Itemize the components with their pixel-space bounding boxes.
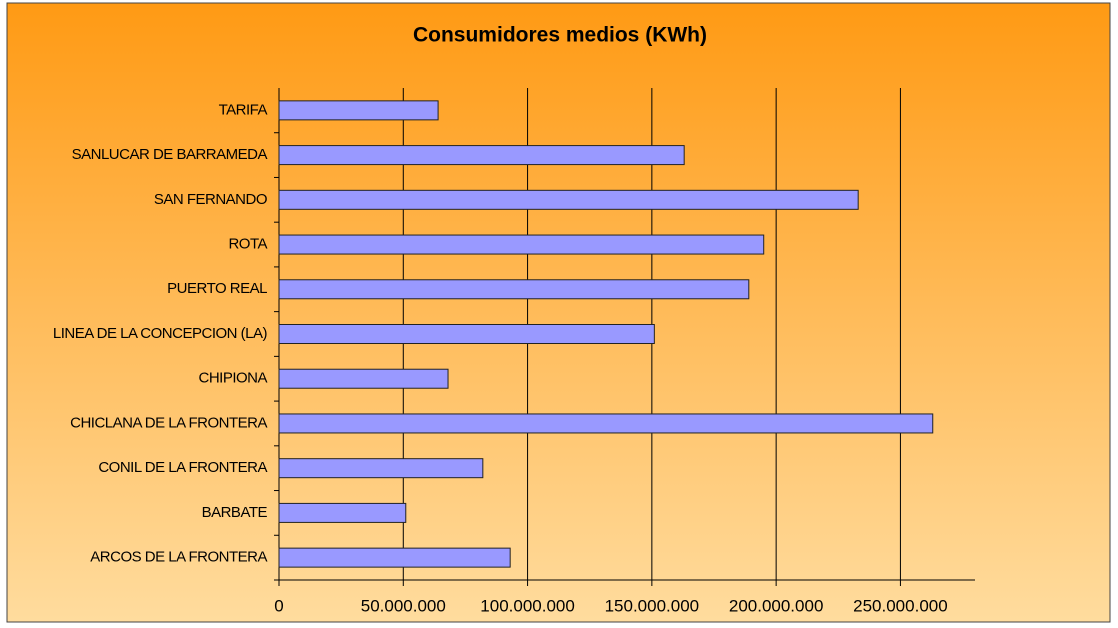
bar: [278, 413, 934, 434]
bar: [278, 547, 511, 568]
x-tick-label: 150.000.000: [605, 596, 700, 615]
bar: [278, 324, 655, 344]
bar: [278, 189, 859, 210]
y-tick-label: CONIL DE LA FRONTERA: [98, 459, 267, 476]
bar: [278, 502, 407, 523]
y-tick-label: ROTA: [228, 236, 267, 253]
y-tick-label: PUERTO REAL: [167, 280, 267, 297]
y-tick-label: CHIPIONA: [198, 370, 267, 387]
x-tick-label: 100.000.000: [480, 596, 575, 615]
y-tick-label: TARIFA: [219, 101, 268, 118]
bar: [278, 368, 449, 389]
y-tick-label: LINEA DE LA CONCEPCION (LA): [53, 325, 268, 342]
chart-title: Consumidores medios (KWh): [413, 24, 707, 47]
y-tick-label: ARCOS DE LA FRONTERA: [90, 549, 267, 566]
bar: [278, 234, 765, 255]
bar: [278, 145, 685, 166]
bar: [278, 458, 484, 479]
y-tick-label: CHICLANA DE LA FRONTERA: [70, 414, 267, 431]
x-tick-label: 0: [274, 596, 283, 615]
y-tick-label: SANLUCAR DE BARRAMEDA: [72, 146, 268, 163]
bar: [278, 100, 439, 121]
bar: [278, 279, 750, 300]
y-tick-label: SAN FERNANDO: [154, 191, 267, 208]
y-tick-label: BARBATE: [202, 504, 268, 521]
x-tick-label: 200.000.000: [729, 596, 824, 615]
x-tick-label: 50.000.000: [361, 596, 446, 615]
x-tick-label: 250.000.000: [853, 596, 948, 615]
chart-background: [6, 2, 1111, 623]
